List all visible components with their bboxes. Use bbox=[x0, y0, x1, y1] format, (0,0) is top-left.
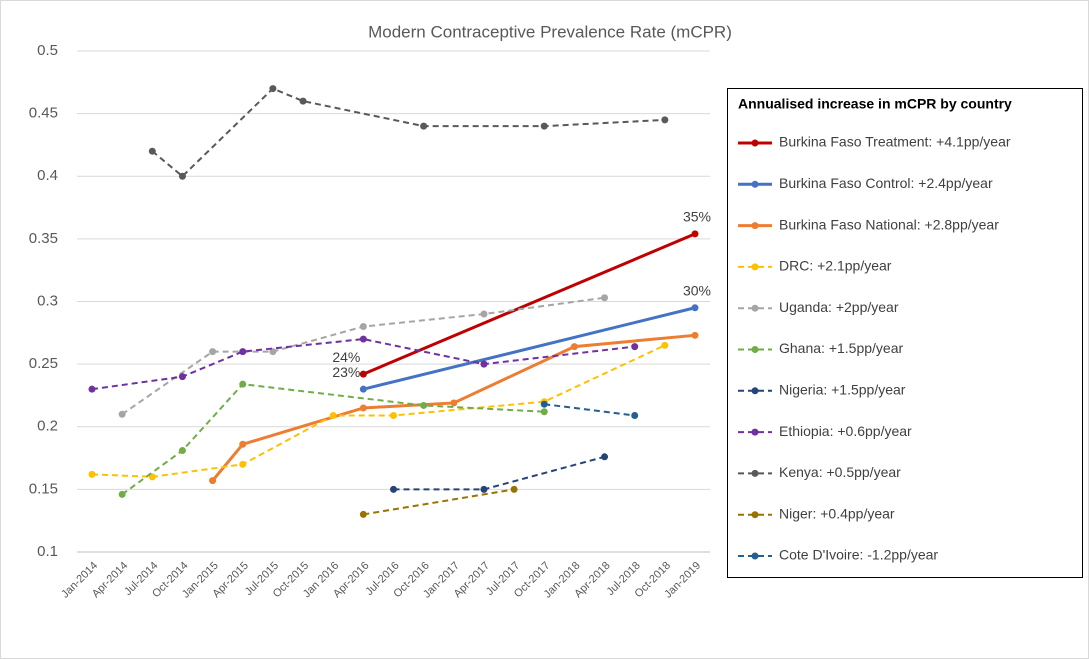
data-point bbox=[540, 400, 548, 408]
y-tick-label: 0.25 bbox=[29, 355, 58, 372]
data-point bbox=[359, 323, 367, 331]
chart-title: Modern Contraceptive Prevalence Rate (mC… bbox=[368, 22, 732, 41]
data-point bbox=[631, 411, 639, 419]
legend-label: Cote D'Ivoire: -1.2pp/year bbox=[779, 547, 938, 563]
data-point bbox=[601, 453, 609, 461]
data-point bbox=[269, 85, 277, 93]
series-line bbox=[211, 333, 696, 482]
legend-marker bbox=[751, 428, 759, 436]
data-point bbox=[359, 370, 367, 378]
data-point bbox=[450, 399, 458, 407]
legend-label: Burkina Faso Treatment: +4.1pp/year bbox=[779, 134, 1011, 150]
data-point bbox=[178, 447, 186, 455]
data-point bbox=[209, 348, 217, 356]
data-point bbox=[390, 485, 397, 493]
data-label: 35% bbox=[683, 209, 711, 225]
legend-label: Burkina Faso Control: +2.4pp/year bbox=[779, 175, 993, 191]
legend-marker bbox=[751, 511, 759, 519]
legend-marker bbox=[751, 469, 759, 477]
data-point bbox=[540, 122, 548, 130]
data-point bbox=[691, 304, 699, 312]
legend-label: Kenya: +0.5pp/year bbox=[779, 464, 901, 480]
legend-label: Burkina Faso National: +2.8pp/year bbox=[779, 216, 999, 232]
data-point bbox=[390, 411, 397, 419]
legend-label: Ethiopia: +0.6pp/year bbox=[779, 423, 912, 439]
data-point bbox=[239, 460, 247, 468]
y-tick-label: 0.3 bbox=[37, 292, 58, 309]
legend-marker bbox=[751, 346, 759, 353]
y-tick-label: 0.15 bbox=[29, 480, 58, 497]
legend-marker bbox=[751, 180, 759, 188]
data-point bbox=[540, 408, 548, 416]
data-point bbox=[178, 172, 186, 180]
legend-label: Niger: +0.4pp/year bbox=[779, 505, 895, 521]
data-point bbox=[631, 343, 639, 351]
y-tick-label: 0.5 bbox=[37, 42, 58, 59]
data-point bbox=[88, 470, 96, 478]
data-label: 30% bbox=[683, 282, 711, 298]
data-point bbox=[359, 335, 367, 343]
series-line bbox=[362, 306, 696, 391]
legend-marker bbox=[751, 263, 759, 271]
data-label: 23% bbox=[332, 364, 360, 380]
data-point bbox=[299, 97, 307, 105]
data-point bbox=[691, 331, 699, 339]
data-point bbox=[118, 490, 126, 498]
y-tick-label: 0.1 bbox=[37, 543, 58, 560]
data-point bbox=[480, 310, 488, 318]
legend-marker bbox=[751, 139, 759, 147]
data-point bbox=[148, 473, 156, 481]
data-point bbox=[148, 147, 156, 155]
y-tick-label: 0.2 bbox=[37, 418, 58, 435]
data-point bbox=[510, 485, 518, 493]
legend-marker bbox=[751, 552, 759, 560]
data-point bbox=[420, 122, 428, 130]
legend-marker bbox=[751, 387, 759, 395]
legend-box bbox=[727, 88, 1083, 578]
legend-title: Annualised increase in mCPR by country bbox=[738, 96, 1012, 112]
legend-marker bbox=[751, 222, 759, 230]
data-point bbox=[661, 341, 669, 349]
data-point bbox=[601, 294, 609, 302]
data-point bbox=[359, 385, 367, 393]
legend-label: Nigeria: +1.5pp/year bbox=[779, 382, 906, 398]
y-tick-label: 0.35 bbox=[29, 230, 58, 247]
legend-label: Ghana: +1.5pp/year bbox=[779, 340, 903, 356]
data-point bbox=[420, 401, 428, 409]
series-line bbox=[121, 296, 605, 416]
data-point bbox=[209, 477, 217, 485]
series-line bbox=[544, 403, 635, 417]
y-tick-label: 0.45 bbox=[29, 105, 58, 122]
y-tick-label: 0.4 bbox=[37, 167, 58, 184]
data-point bbox=[329, 411, 337, 419]
data-point bbox=[269, 348, 277, 356]
legend-label: Uganda: +2pp/year bbox=[779, 299, 899, 315]
series-line bbox=[363, 488, 515, 516]
data-point bbox=[118, 410, 126, 418]
data-point bbox=[661, 116, 669, 124]
data-point bbox=[359, 404, 367, 412]
data-point bbox=[480, 485, 488, 493]
data-point bbox=[178, 373, 186, 381]
data-point bbox=[239, 348, 247, 356]
legend-label: DRC: +2.1pp/year bbox=[779, 258, 892, 274]
data-label: 24% bbox=[332, 349, 360, 365]
data-point bbox=[239, 380, 247, 388]
data-point bbox=[570, 343, 578, 351]
data-point bbox=[480, 360, 488, 368]
data-point bbox=[88, 385, 96, 393]
data-point bbox=[239, 440, 247, 448]
data-point bbox=[359, 510, 367, 518]
legend-marker bbox=[751, 304, 759, 312]
data-point bbox=[691, 230, 699, 238]
